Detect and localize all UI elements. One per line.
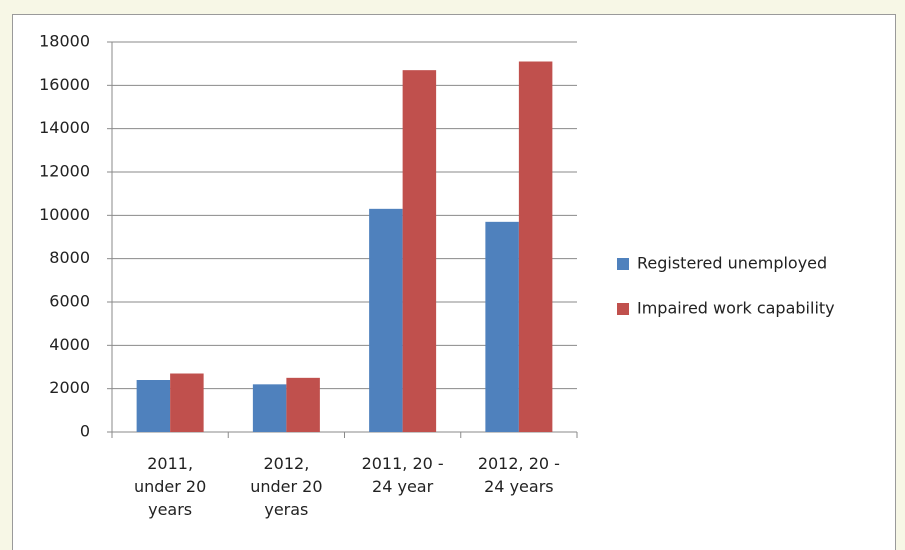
x-tick-label: 2011, under 20 years — [133, 454, 207, 519]
bar — [286, 377, 320, 432]
x-tick-label: 2011, 20 - 24 year — [361, 454, 444, 496]
y-tick-label: 8000 — [49, 248, 90, 267]
bar — [402, 70, 437, 433]
x-tick-label: 2012, under 20 yeras — [250, 454, 323, 519]
y-tick-label: 0 — [80, 422, 90, 441]
x-tick-label: 2012, 20 - 24 years — [477, 454, 560, 496]
y-tick-label: 2000 — [49, 378, 90, 397]
bar — [170, 373, 204, 432]
y-tick-label: 4000 — [49, 335, 90, 354]
legend-label: Impaired work capability — [637, 299, 835, 318]
y-tick-label: 12000 — [39, 162, 90, 181]
bar — [136, 380, 171, 432]
y-tick-label: 16000 — [39, 75, 90, 94]
y-tick-label: 6000 — [49, 292, 90, 311]
bar — [252, 384, 287, 432]
y-tick-label: 18000 — [39, 32, 90, 51]
bar — [485, 221, 519, 432]
chart-panel — [12, 14, 896, 550]
y-tick-label: 14000 — [39, 118, 90, 137]
bar — [518, 61, 553, 432]
legend-label: Registered unemployed — [637, 254, 827, 273]
y-tick-label: 10000 — [39, 205, 90, 224]
legend-swatch — [617, 258, 629, 270]
legend-swatch — [617, 303, 629, 315]
bar — [369, 208, 403, 432]
